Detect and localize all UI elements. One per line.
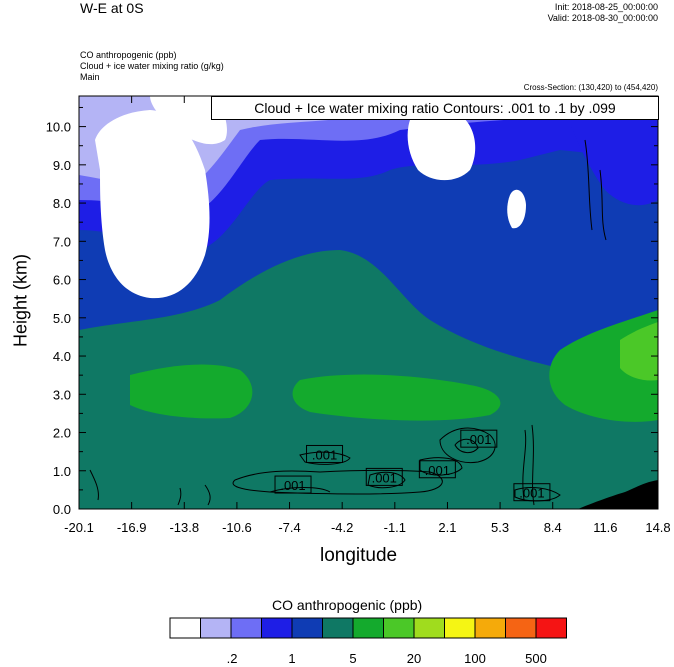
- colorbar: .2 1 5 20 100 500: [169, 617, 567, 666]
- y-tick-label: 1.0: [53, 464, 71, 479]
- y-tick-label: 8.0: [53, 196, 71, 211]
- colorbar-swatch: [413, 617, 445, 639]
- co-shaded-field: [79, 96, 658, 509]
- y-axis-ticks: 0.0 1.0 2.0 3.0 4.0 5.0 6.0 7.0 8.0 9.0 10.0: [46, 106, 658, 517]
- variable-line-3: Main: [80, 72, 100, 82]
- plot-title: W-E at 0S: [80, 0, 144, 16]
- x-axis-label: longitude: [320, 545, 398, 566]
- contour-label: .001: [312, 447, 337, 462]
- x-tick-label: 8.4: [544, 520, 562, 535]
- y-tick-label: 7.0: [53, 234, 71, 249]
- contour-label: .001: [466, 432, 491, 447]
- colorbar-label: 100: [464, 651, 486, 666]
- x-tick-label: -1.1: [384, 520, 406, 535]
- colorbar-swatch: [444, 617, 476, 639]
- y-axis-label: Height (km): [10, 254, 31, 348]
- contour-info-label: Cloud + Ice water mixing ratio Contours:…: [211, 96, 659, 120]
- variable-line-1: CO anthropogenic (ppb): [80, 50, 177, 60]
- x-tick-label: -4.2: [331, 520, 353, 535]
- colorbar-label: 500: [525, 651, 547, 666]
- y-tick-label: 2.0: [53, 426, 71, 441]
- x-tick-label: 2.1: [438, 520, 456, 535]
- colorbar-swatch: [474, 617, 506, 639]
- colorbar-label: .2: [227, 651, 238, 666]
- colorbar-swatch: [352, 617, 384, 639]
- x-tick-label: -10.6: [222, 520, 252, 535]
- colorbar-swatch: [261, 617, 293, 639]
- colorbar-label: 5: [349, 651, 356, 666]
- y-tick-label: 3.0: [53, 387, 71, 402]
- colorbar-swatch: [383, 617, 415, 639]
- valid-time: Valid: 2018-08-30_00:00:00: [547, 13, 658, 23]
- x-tick-label: 11.6: [593, 520, 617, 535]
- y-tick-label: 0.0: [53, 502, 71, 517]
- y-tick-label: 9.0: [53, 158, 71, 173]
- contour-label-box: [274, 475, 312, 494]
- contour-label: .001: [280, 478, 305, 493]
- colorbar-label: 1: [288, 651, 295, 666]
- contour-label-box: [460, 429, 498, 448]
- contour-label: .001: [425, 463, 450, 478]
- colorbar-swatch: [505, 617, 537, 639]
- x-tick-label: 5.3: [491, 520, 509, 535]
- colorbar-swatch: [291, 617, 323, 639]
- colorbar-label: 20: [407, 651, 421, 666]
- contour-label-box: [306, 444, 344, 463]
- x-tick-label: -16.9: [117, 520, 147, 535]
- colorbar-swatch: [200, 617, 232, 639]
- contour-label: .001: [519, 486, 544, 501]
- colorbar-swatch: [535, 617, 567, 639]
- colorbar-title: CO anthropogenic (ppb): [272, 597, 423, 613]
- contour-label-box: [418, 460, 456, 479]
- init-time: Init: 2018-08-25_00:00:00: [554, 2, 658, 12]
- x-tick-label: 14.8: [645, 520, 670, 535]
- contour-labels: .001 .001 .001 .001 .001 .001: [274, 429, 551, 502]
- variable-line-2: Cloud + ice water mixing ratio (g/kg): [80, 61, 224, 71]
- colorbar-swatch: [230, 617, 262, 639]
- x-tick-label: -20.1: [64, 520, 94, 535]
- cross-section-label: Cross-Section: (130,420) to (454,420): [523, 83, 658, 92]
- y-tick-label: 10.0: [46, 120, 71, 135]
- colorbar-swatch: [169, 617, 201, 639]
- x-tick-label: -7.4: [278, 520, 300, 535]
- x-axis-ticks: -20.1 -16.9 -13.8 -10.6 -7.4 -4.2 -1.1 2.1 5.3 8.…: [64, 96, 671, 535]
- contour-label-box: [365, 467, 403, 486]
- contour-label-box: [513, 483, 551, 502]
- y-tick-label: 5.0: [53, 311, 71, 326]
- colorbar-swatch: [322, 617, 354, 639]
- x-tick-label: -13.8: [169, 520, 199, 535]
- contour-label: .001: [372, 470, 397, 485]
- y-tick-label: 6.0: [53, 273, 71, 288]
- y-tick-label: 4.0: [53, 349, 71, 364]
